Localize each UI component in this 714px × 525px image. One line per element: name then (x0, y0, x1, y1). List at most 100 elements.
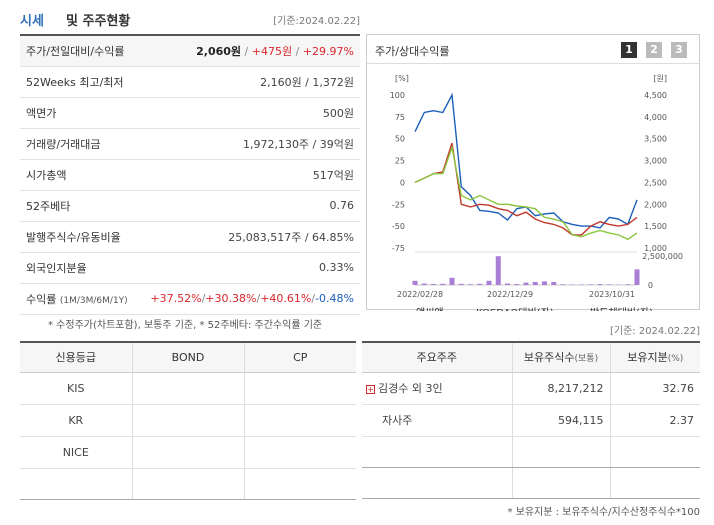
current-price: 2,060원 (196, 44, 242, 58)
left-axis-unit: [%] (395, 74, 409, 83)
holder-shares: 8,217,212 (511, 372, 610, 405)
series-line-1 (414, 92, 638, 229)
left-tick-label: 0 (400, 178, 405, 187)
expand-plus-icon[interactable]: + (366, 384, 375, 394)
bond-rating (131, 404, 244, 437)
volume-bar (486, 280, 492, 285)
volume-bar (606, 284, 612, 285)
table-row: KR (20, 404, 356, 437)
table-row-empty (362, 436, 700, 468)
volume-bar (551, 282, 557, 285)
table-row: 거래량/거래대금 1,972,130주 / 39억원 (20, 128, 360, 160)
volume-bar (532, 282, 538, 285)
right-tick-label: 1,500 (644, 222, 667, 231)
volume-bar (514, 284, 520, 285)
table-row: 액면가 500원 (20, 97, 360, 129)
col-header-ratio: 보유지분(%) (609, 341, 700, 373)
volume-tick-label: 0 (648, 281, 653, 290)
legend-label: KOSDAQ대비(좌) (476, 307, 554, 311)
right-tick-label: 2,500 (644, 178, 667, 187)
chart-page-3-button[interactable]: 3 (671, 42, 687, 58)
table-row-empty (20, 468, 356, 500)
table-row-empty (362, 467, 700, 499)
volume-bar (597, 284, 603, 285)
holder-name-cell: 자사주 (362, 404, 512, 437)
row-value: 517억원 (144, 159, 360, 191)
section-title: 및 주주현황 (66, 14, 131, 29)
return-1m: +37.52% (150, 292, 202, 305)
col-header-bond: BOND (131, 341, 244, 373)
x-tick-label: 2022/12/29 (487, 290, 533, 299)
row-value: 25,083,517주 / 64.85% (144, 221, 360, 253)
volume-bar (588, 284, 594, 285)
volume-bar (634, 269, 640, 285)
table-row: 52주베타 0.76 (20, 190, 360, 222)
volume-tick-label: 2,500,000 (642, 252, 683, 261)
table-row: KIS (20, 372, 356, 405)
volume-bar (421, 283, 427, 285)
section-header: 시세 및 주주현황 [기준:2024.02.22] (20, 8, 360, 30)
table-row: 시가총액 517억원 (20, 159, 360, 191)
returns-value: +37.52%/+30.38%/+40.61%/-0.48% (144, 283, 360, 315)
right-tick-label: 4,000 (644, 113, 667, 122)
chart-panel: 주가/상대수익률 1 2 3 [%] [원] 100 4,500 75 4,000 50 3,… (366, 34, 700, 311)
agency-name: NICE (20, 436, 132, 469)
col-header-rating: 신용등급 (20, 341, 132, 373)
row-value: 1,972,130주 / 39억원 (144, 128, 360, 160)
right-tick-label: 4,500 (644, 91, 667, 100)
holder-ratio: 2.37 (609, 404, 700, 437)
divider (367, 63, 699, 64)
cp-rating (243, 404, 356, 437)
reference-date: [기준:2024.02.22] (273, 16, 360, 27)
volume-bar (458, 283, 464, 285)
cp-rating (243, 372, 356, 405)
chart-title: 주가/상대수익률 (375, 45, 450, 58)
holder-name-cell[interactable]: + 김경수 외 3인 (362, 372, 512, 405)
right-tick-label: 2,000 (644, 200, 667, 209)
row-label: 52Weeks 최고/최저 (20, 66, 145, 98)
price-value: 2,060원 / +475원 / +29.97% (144, 34, 360, 67)
chart-page-1-button[interactable]: 1 (621, 42, 637, 58)
row-label: 거래량/거래대금 (20, 128, 145, 160)
right-tick-label: 1,000 (644, 244, 667, 253)
volume-bar (431, 284, 436, 285)
stock-chart: [%] [원] 100 4,500 75 4,000 50 3,500 25 3,000 0 2,50… (390, 74, 683, 311)
x-tick-label: 2022/02/28 (397, 290, 443, 299)
agency-name: KIS (20, 372, 132, 405)
return-1y: -0.48% (315, 292, 354, 305)
price-change: +475원 (251, 44, 293, 58)
section-title-prefix: 시세 (20, 14, 44, 29)
row-label: 액면가 (20, 97, 145, 129)
holder-shares: 594,115 (511, 404, 610, 437)
left-tick-label: -25 (392, 200, 405, 209)
left-tick-label: -75 (392, 244, 405, 253)
table-row: 자사주 594,115 2.37 (362, 404, 700, 437)
table-row: 외국인지분율 0.33% (20, 252, 360, 284)
volume-bar (468, 284, 473, 285)
volume-bar (523, 282, 529, 285)
row-label: 시가총액 (20, 159, 145, 191)
price-change-pct: +29.97% (302, 44, 354, 58)
volume-bar (625, 284, 631, 285)
chart-page-2-button[interactable]: 2 (646, 42, 662, 58)
left-tick-label: 100 (390, 91, 405, 100)
row-label: 수익률 (1M/3M/6M/1Y) (20, 283, 145, 315)
major-shareholders-table: 주요주주 보유주식수(보통) 보유지분(%) + 김경수 외 3인 8,217,2… (362, 341, 700, 499)
volume-bar (440, 283, 446, 285)
left-tick-label: 75 (395, 113, 405, 122)
left-tick-label: -50 (392, 222, 405, 231)
row-label: 주가/전일대비/수익률 (20, 34, 145, 67)
x-tick-label: 2023/10/31 (589, 290, 635, 299)
legend-label: 앤씨앤 (416, 307, 444, 311)
row-label: 외국인지분율 (20, 252, 145, 284)
left-tick-label: 50 (395, 135, 405, 144)
holder-name: 자사주 (382, 414, 413, 427)
row-label: 52주베타 (20, 190, 145, 222)
volume-bar (560, 284, 566, 285)
return-3m: +30.38% (205, 292, 257, 305)
holder-name[interactable]: 김경수 외 3인 (378, 382, 443, 395)
col-header-shares: 보유주식수(보통) (511, 341, 610, 373)
volume-bar (477, 283, 483, 285)
footnote-ratio: * 보유지분 : 보유주식수/지수산정주식수*100 (507, 507, 700, 518)
legend-label: 반도체대비(좌) (590, 307, 653, 311)
